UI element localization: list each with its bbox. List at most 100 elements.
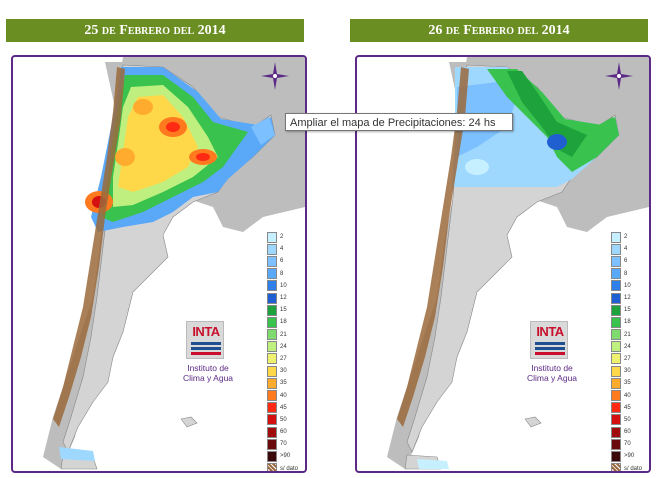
legend-swatch [267, 353, 277, 365]
legend-item: 15 [611, 304, 643, 316]
legend-item: 2 [611, 231, 643, 243]
south-precip-left [59, 447, 95, 461]
legend-swatch [267, 414, 277, 426]
legend-item: 24 [611, 341, 643, 353]
precip-legend-right: 2 4 6 8 10 12 15 18 21 24 27 30 35 40 45… [611, 231, 643, 471]
map-tooltip: Ampliar el mapa de Precipitaciones: 24 h… [285, 113, 513, 131]
legend-swatch [611, 402, 621, 414]
legend-item: 60 [611, 426, 643, 438]
compass-rose-icon [261, 62, 289, 90]
legend-swatch [611, 377, 621, 389]
precipitation-field-right [452, 67, 619, 187]
legend-item: 35 [611, 377, 643, 389]
legend-swatch [267, 390, 277, 402]
malvinas [524, 416, 542, 428]
legend-swatch [611, 390, 621, 402]
map-title-right: 26 de Febrero del 2014 [350, 19, 648, 42]
legend-item: 30 [611, 365, 643, 377]
precipitation-map-left[interactable]: 2 4 6 8 10 12 15 18 21 24 27 30 35 40 45… [11, 55, 307, 473]
legend-swatch [611, 329, 621, 341]
south-precip-right [417, 459, 449, 469]
legend-item: 45 [267, 402, 299, 414]
legend-item: 45 [611, 402, 643, 414]
legend-item: 35 [267, 377, 299, 389]
legend-swatch [611, 243, 621, 255]
legend-swatch [611, 426, 621, 438]
legend-swatch [267, 243, 277, 255]
legend-swatch [611, 414, 621, 426]
inta-logo: INTA [530, 321, 568, 359]
legend-swatch [611, 268, 621, 280]
institute-name-right: Instituto de Clima y Agua [526, 363, 578, 383]
legend-swatch [611, 280, 621, 292]
malvinas [180, 416, 198, 428]
legend-item: s/ dato [267, 463, 299, 471]
legend-item: 4 [611, 243, 643, 255]
legend-item: >90 [611, 450, 643, 462]
legend-swatch [267, 426, 277, 438]
legend-item: 18 [267, 316, 299, 328]
legend-swatch [611, 316, 621, 328]
legend-item: 70 [267, 438, 299, 450]
legend-swatch [267, 450, 277, 462]
legend-swatch [267, 463, 277, 471]
legend-swatch [611, 463, 621, 471]
legend-swatch [611, 365, 621, 377]
legend-item: 6 [267, 255, 299, 267]
legend-item: 21 [611, 329, 643, 341]
legend-swatch [267, 231, 277, 243]
legend-swatch [267, 304, 277, 316]
legend-item: 6 [611, 255, 643, 267]
legend-swatch [267, 329, 277, 341]
legend-item: 50 [611, 414, 643, 426]
compass-rose-icon [605, 62, 633, 90]
legend-swatch [267, 402, 277, 414]
legend-swatch [611, 231, 621, 243]
legend-swatch [611, 450, 621, 462]
legend-item: 21 [267, 329, 299, 341]
legend-item: 12 [267, 292, 299, 304]
legend-swatch [267, 292, 277, 304]
institute-name-left: Instituto de Clima y Agua [182, 363, 234, 383]
legend-swatch [267, 438, 277, 450]
legend-item: 4 [267, 243, 299, 255]
legend-swatch [267, 255, 277, 267]
map-graphic-right [387, 57, 649, 470]
legend-item: 60 [267, 426, 299, 438]
legend-swatch [611, 255, 621, 267]
legend-item: 70 [611, 438, 643, 450]
legend-swatch [611, 353, 621, 365]
legend-swatch [267, 316, 277, 328]
legend-item: 15 [267, 304, 299, 316]
legend-item: 8 [611, 268, 643, 280]
legend-item: >90 [267, 450, 299, 462]
legend-swatch [611, 304, 621, 316]
legend-item: 8 [267, 268, 299, 280]
legend-swatch [267, 365, 277, 377]
legend-item: 30 [267, 365, 299, 377]
map-graphic-left [43, 57, 305, 470]
map-title-left: 25 de Febrero del 2014 [6, 19, 304, 42]
legend-item: 27 [267, 353, 299, 365]
legend-swatch [611, 438, 621, 450]
legend-item: 50 [267, 414, 299, 426]
legend-item: 10 [611, 280, 643, 292]
legend-item: 18 [611, 316, 643, 328]
legend-swatch [267, 341, 277, 353]
legend-swatch [267, 280, 277, 292]
legend-swatch [611, 292, 621, 304]
precip-legend-left: 2 4 6 8 10 12 15 18 21 24 27 30 35 40 45… [267, 231, 299, 471]
no-data-hatch-right [397, 67, 469, 427]
legend-item: 12 [611, 292, 643, 304]
inta-logo: INTA [186, 321, 224, 359]
legend-item: 24 [267, 341, 299, 353]
legend-item: 40 [611, 389, 643, 402]
legend-item: 10 [267, 280, 299, 292]
legend-item: s/ dato [611, 463, 643, 471]
legend-item: 2 [267, 231, 299, 243]
legend-item: 40 [267, 389, 299, 402]
legend-swatch [267, 377, 277, 389]
no-data-hatch-left [53, 67, 125, 427]
legend-swatch [267, 268, 277, 280]
legend-swatch [611, 341, 621, 353]
